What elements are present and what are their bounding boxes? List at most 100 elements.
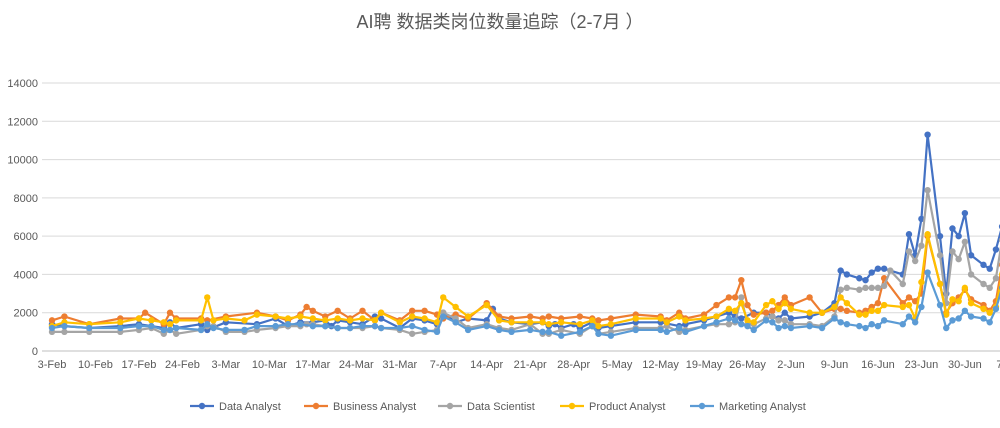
data-point [986,319,993,326]
data-point [210,324,217,332]
data-point [464,313,472,320]
x-tick-label: 2-Jun [777,359,805,371]
data-point [775,305,782,313]
data-point [452,303,459,311]
data-point [967,299,975,307]
x-tick-label: 3-Mar [212,359,241,371]
x-tick-label: 12-May [642,359,679,371]
x-tick-label: 31-Mar [382,359,417,371]
legend-swatch-marker [568,402,576,410]
y-tick-label: 10000 [7,155,38,167]
data-point [117,319,124,326]
data-point [899,280,906,288]
y-tick-label: 8000 [14,193,38,205]
data-point [322,322,329,330]
data-point [762,317,770,324]
x-tick-label: 17-Feb [122,359,157,371]
data-point [911,257,919,265]
data-point [197,317,205,324]
data-point [61,322,68,330]
data-point [408,313,416,320]
data-point [744,301,751,309]
data-point [806,322,813,330]
data-point [862,324,869,332]
data-point [936,301,944,309]
data-point [731,307,739,314]
data-point [787,324,795,332]
series-line [51,133,1000,331]
data-point [967,271,975,278]
data-point [992,246,1000,253]
data-point [303,303,310,311]
data-point [508,319,515,326]
data-point [576,321,584,328]
data-point [781,322,788,330]
series-line [51,235,1000,326]
x-tick-label: 28-Apr [557,359,590,371]
data-point [334,315,341,322]
data-point [862,311,869,318]
data-point [241,326,248,334]
data-point [725,321,733,328]
data-point [955,232,962,240]
data-point [731,317,739,324]
data-point [899,321,906,328]
data-point [141,309,149,316]
data-point [874,322,882,330]
data-point [607,315,615,322]
data-point [905,313,913,320]
data-point [713,319,720,326]
data-point [464,326,472,334]
data-point [781,299,788,307]
x-tick-label: 9-Jun [821,359,849,371]
data-point [738,315,745,322]
data-point [508,328,515,336]
data-point [322,317,329,324]
data-point [284,315,292,322]
data-point [607,321,615,328]
data-point [48,317,56,324]
data-point [148,322,155,330]
data-point [166,326,174,334]
legend-swatch-marker [446,402,454,410]
data-point [545,321,552,328]
legend-label: Data Scientist [467,401,535,413]
data-point [980,280,987,288]
x-tick-label: 7-Jul [996,359,1000,371]
data-point [421,326,428,334]
data-point [309,307,317,314]
x-tick-label: 24-Feb [165,359,200,371]
data-point [837,286,844,293]
data-point [769,298,776,305]
data-point [545,328,552,336]
data-point [856,275,863,282]
data-point [545,313,552,320]
y-tick-label: 2000 [14,308,38,320]
chart-title: AI聘 数据类岗位数量追踪（2-7月 ） [356,12,644,32]
data-point [483,301,490,309]
data-point [992,305,1000,313]
data-point [632,326,639,334]
data-point [576,313,584,320]
data-point [781,309,788,316]
data-point [359,322,366,330]
data-point [495,326,503,334]
data-point [762,309,770,316]
data-point [558,319,565,326]
legend-label: Marketing Analyst [719,401,806,413]
data-point [539,328,546,336]
data-point [725,305,733,313]
data-point [806,309,813,316]
data-point [595,330,602,337]
data-point [980,261,987,269]
data-point [334,307,341,314]
data-point [806,294,813,301]
y-tick-label: 6000 [14,231,38,243]
data-point [955,255,962,263]
x-tick-label: 17-Mar [295,359,330,371]
data-point [787,305,795,313]
data-point [744,322,751,330]
data-point [558,326,565,334]
data-point [657,315,664,322]
data-point [222,315,230,322]
